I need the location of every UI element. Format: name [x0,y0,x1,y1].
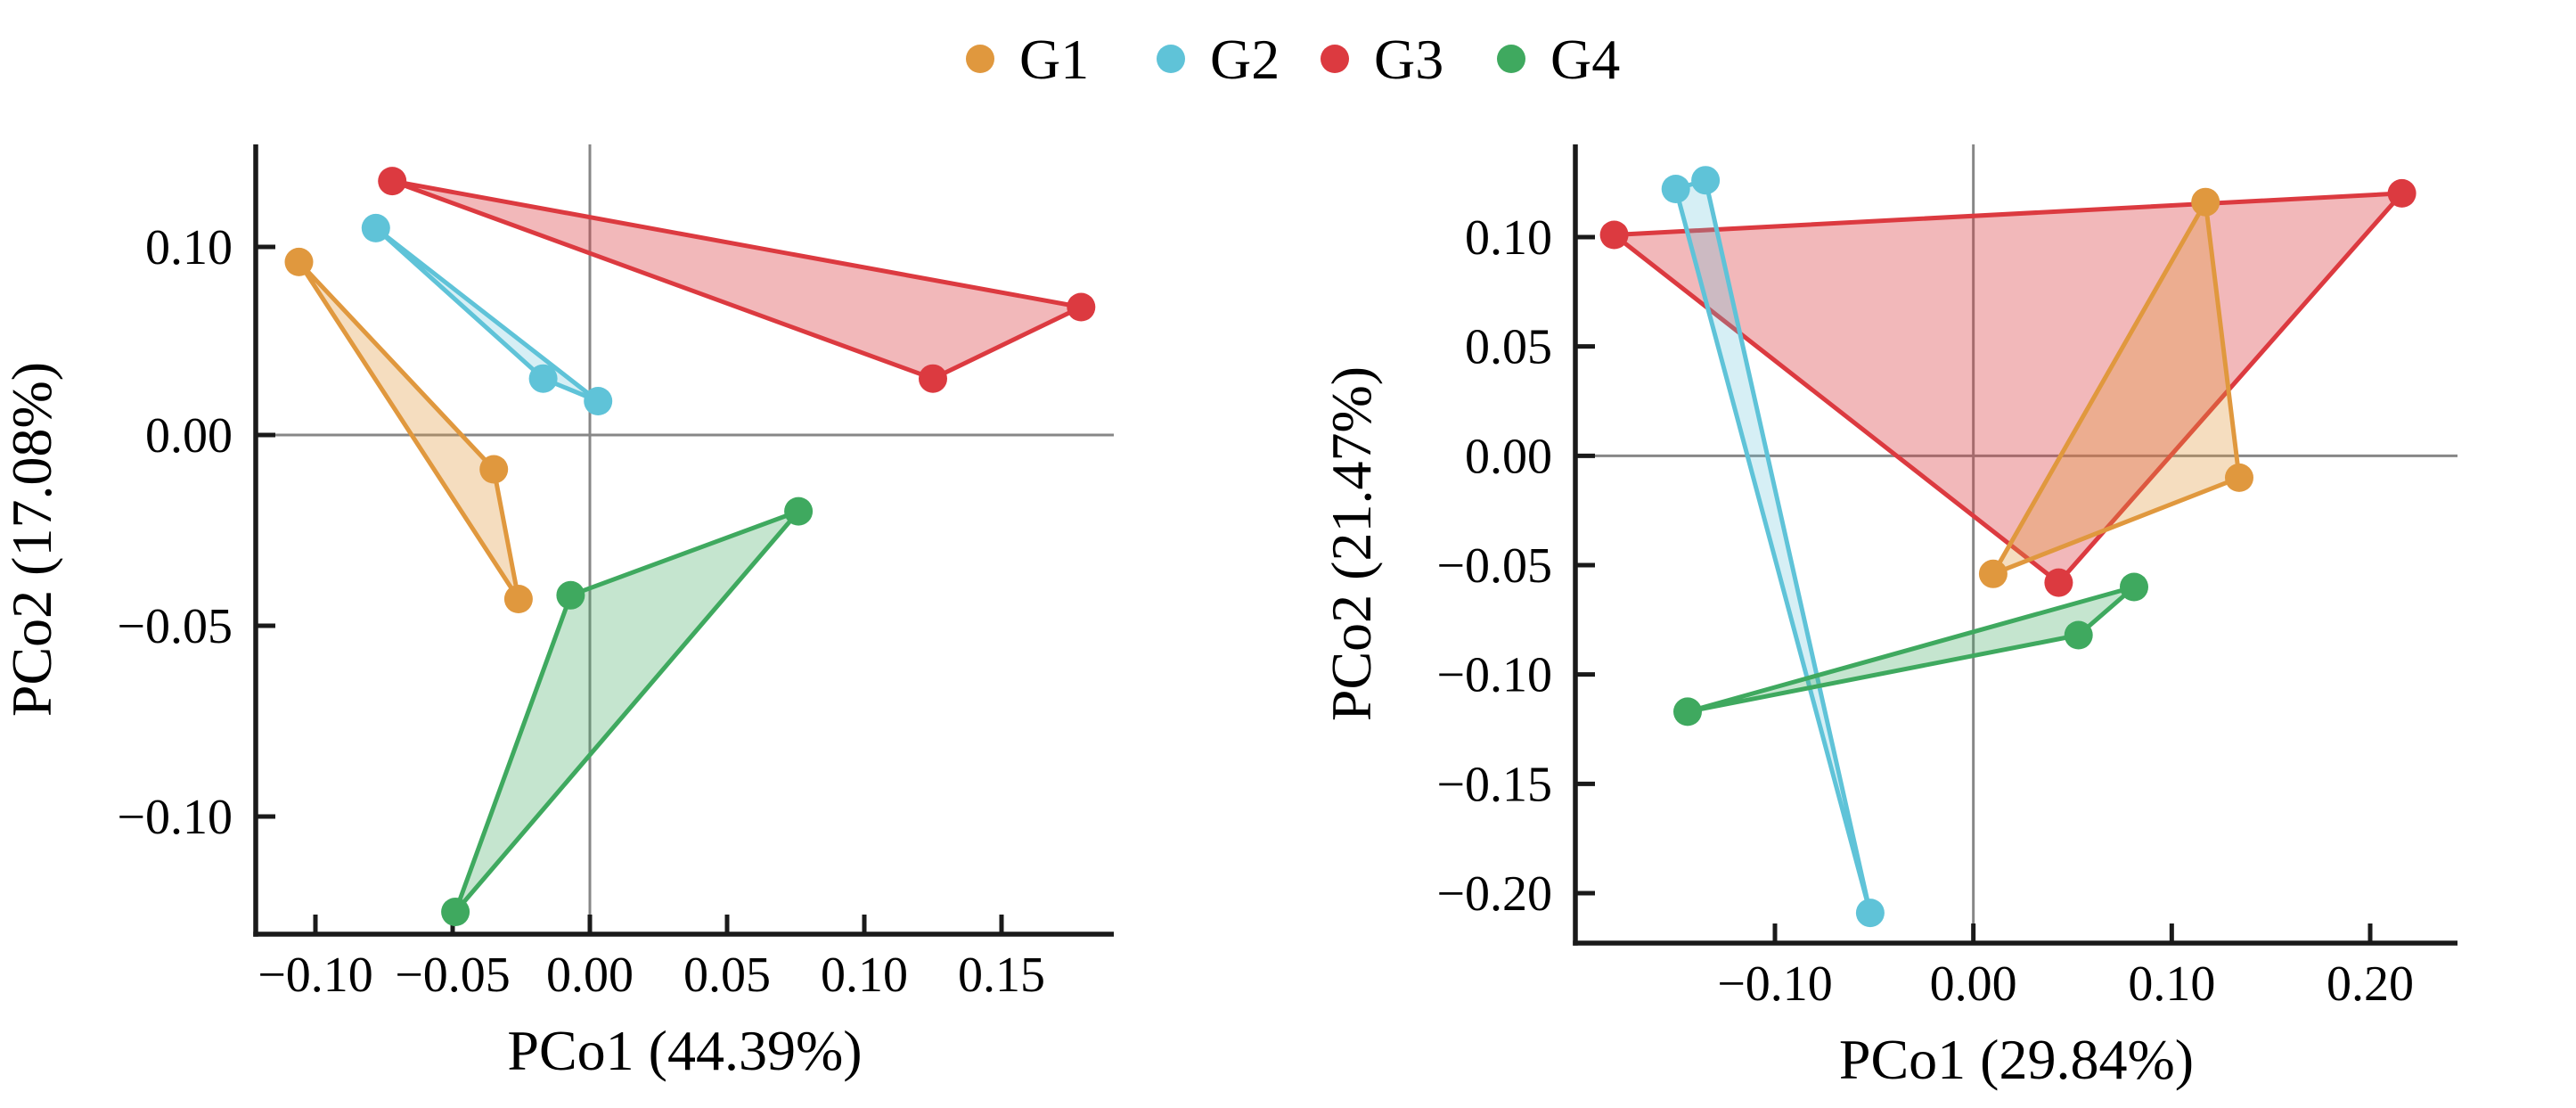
data-point-g2 [1661,175,1690,203]
legend-swatch-g4-icon [1497,45,1525,73]
y-axis: 0.10 0.00 −0.05 −0.10 [117,220,275,845]
data-points [1599,166,2417,928]
y-tick-label: −0.10 [1436,648,1552,703]
data-point-g2 [528,364,558,393]
x-tick-label: 0.15 [958,948,1045,1003]
data-point-g3 [1067,292,1096,322]
y-tick-label: −0.05 [117,599,233,654]
data-point-g3 [2387,178,2417,208]
data-point-g1 [284,247,314,276]
y-tick-label: −0.10 [117,790,233,845]
data-point-g1 [1978,559,2008,588]
legend-label: G3 [1374,28,1443,91]
x-tick-label: 0.20 [2327,956,2414,1012]
data-point-g2 [361,213,390,242]
legend-item-g1: G1 [966,28,1089,91]
hull-g2 [1673,177,1873,915]
x-axis-title: PCo1 (44.39%) [507,1019,862,1082]
data-point-g1 [2191,187,2220,217]
hull-g3 [389,178,1084,382]
data-point-g1 [479,455,509,484]
x-tick-label: 0.00 [1930,956,2017,1012]
legend-item-g4: G4 [1497,28,1620,91]
legend-item-g3: G3 [1321,28,1443,91]
legend: G1 G2 G3 G4 [966,28,1620,91]
data-points [284,167,1096,926]
y-axis-title: PCo2 (21.47%) [1320,366,1383,721]
x-tick-label: 0.00 [546,948,634,1003]
legend-label: G2 [1210,28,1280,91]
data-point-g4 [556,580,585,610]
x-axis: −0.10 −0.05 0.00 0.05 0.10 0.15 [258,915,1045,1003]
data-point-g4 [2064,620,2093,650]
data-point-g3 [919,364,947,393]
data-point-g2 [584,387,613,415]
data-point-g2 [1691,166,1721,195]
legend-swatch-g2-icon [1157,45,1185,73]
legend-swatch-g3-icon [1321,45,1349,73]
pcoa-right: −0.10 0.00 0.10 0.200.100.050.00−0.05−0.10−… [1320,144,2457,1091]
y-axis-title: PCo2 (17.08%) [0,362,63,717]
x-axis-title: PCo1 (29.84%) [1839,1028,2194,1091]
legend-item-g2: G2 [1157,28,1280,91]
group-hulls [1612,177,2405,915]
data-point-g4 [784,497,814,526]
y-tick-label: 0.00 [1465,429,1552,484]
y-tick-label: 0.10 [1465,210,1552,266]
data-point-g4 [1673,697,1702,726]
hull-g1 [1991,200,2242,577]
x-axis: −0.10 0.00 0.10 0.20 [1717,923,2414,1012]
pcoa-left: −0.10 −0.05 0.00 0.05 0.10 0.150.100.00−0.05−… [0,144,1114,1082]
data-point-g3 [378,167,407,196]
hull-g1 [297,259,521,602]
data-point-g2 [1855,899,1885,928]
legend-label: G1 [1019,28,1089,91]
hull-g2 [373,226,601,404]
legend-swatch-g1-icon [966,45,994,73]
data-point-g1 [2225,463,2253,492]
x-tick-label: −0.10 [1717,956,1833,1012]
x-tick-label: 0.10 [821,948,908,1003]
origin-gridlines [256,144,1114,934]
y-tick-label: 0.05 [1465,320,1552,375]
origin-gridlines [1575,144,2457,943]
data-point-g3 [1599,220,1629,250]
y-tick-label: 0.10 [145,220,233,275]
x-tick-label: 0.10 [2128,956,2215,1012]
data-point-g4 [2120,572,2148,602]
hull-g4 [1685,585,2137,714]
legend-label: G4 [1550,28,1620,91]
x-tick-label: −0.05 [395,948,511,1003]
x-tick-label: 0.05 [683,948,771,1003]
data-point-g4 [441,898,470,926]
y-axis: 0.10 0.05 0.00 −0.05 −0.10 −0.15 −0.20 [1436,210,1595,922]
group-hulls [297,178,1084,915]
y-tick-label: −0.05 [1436,538,1552,594]
y-tick-label: −0.20 [1436,866,1552,922]
data-point-g1 [503,585,533,613]
y-tick-label: 0.00 [145,408,233,464]
x-tick-label: −0.10 [258,948,373,1003]
hull-g4 [453,509,801,915]
y-tick-label: −0.15 [1436,757,1552,812]
data-point-g3 [2044,568,2073,597]
